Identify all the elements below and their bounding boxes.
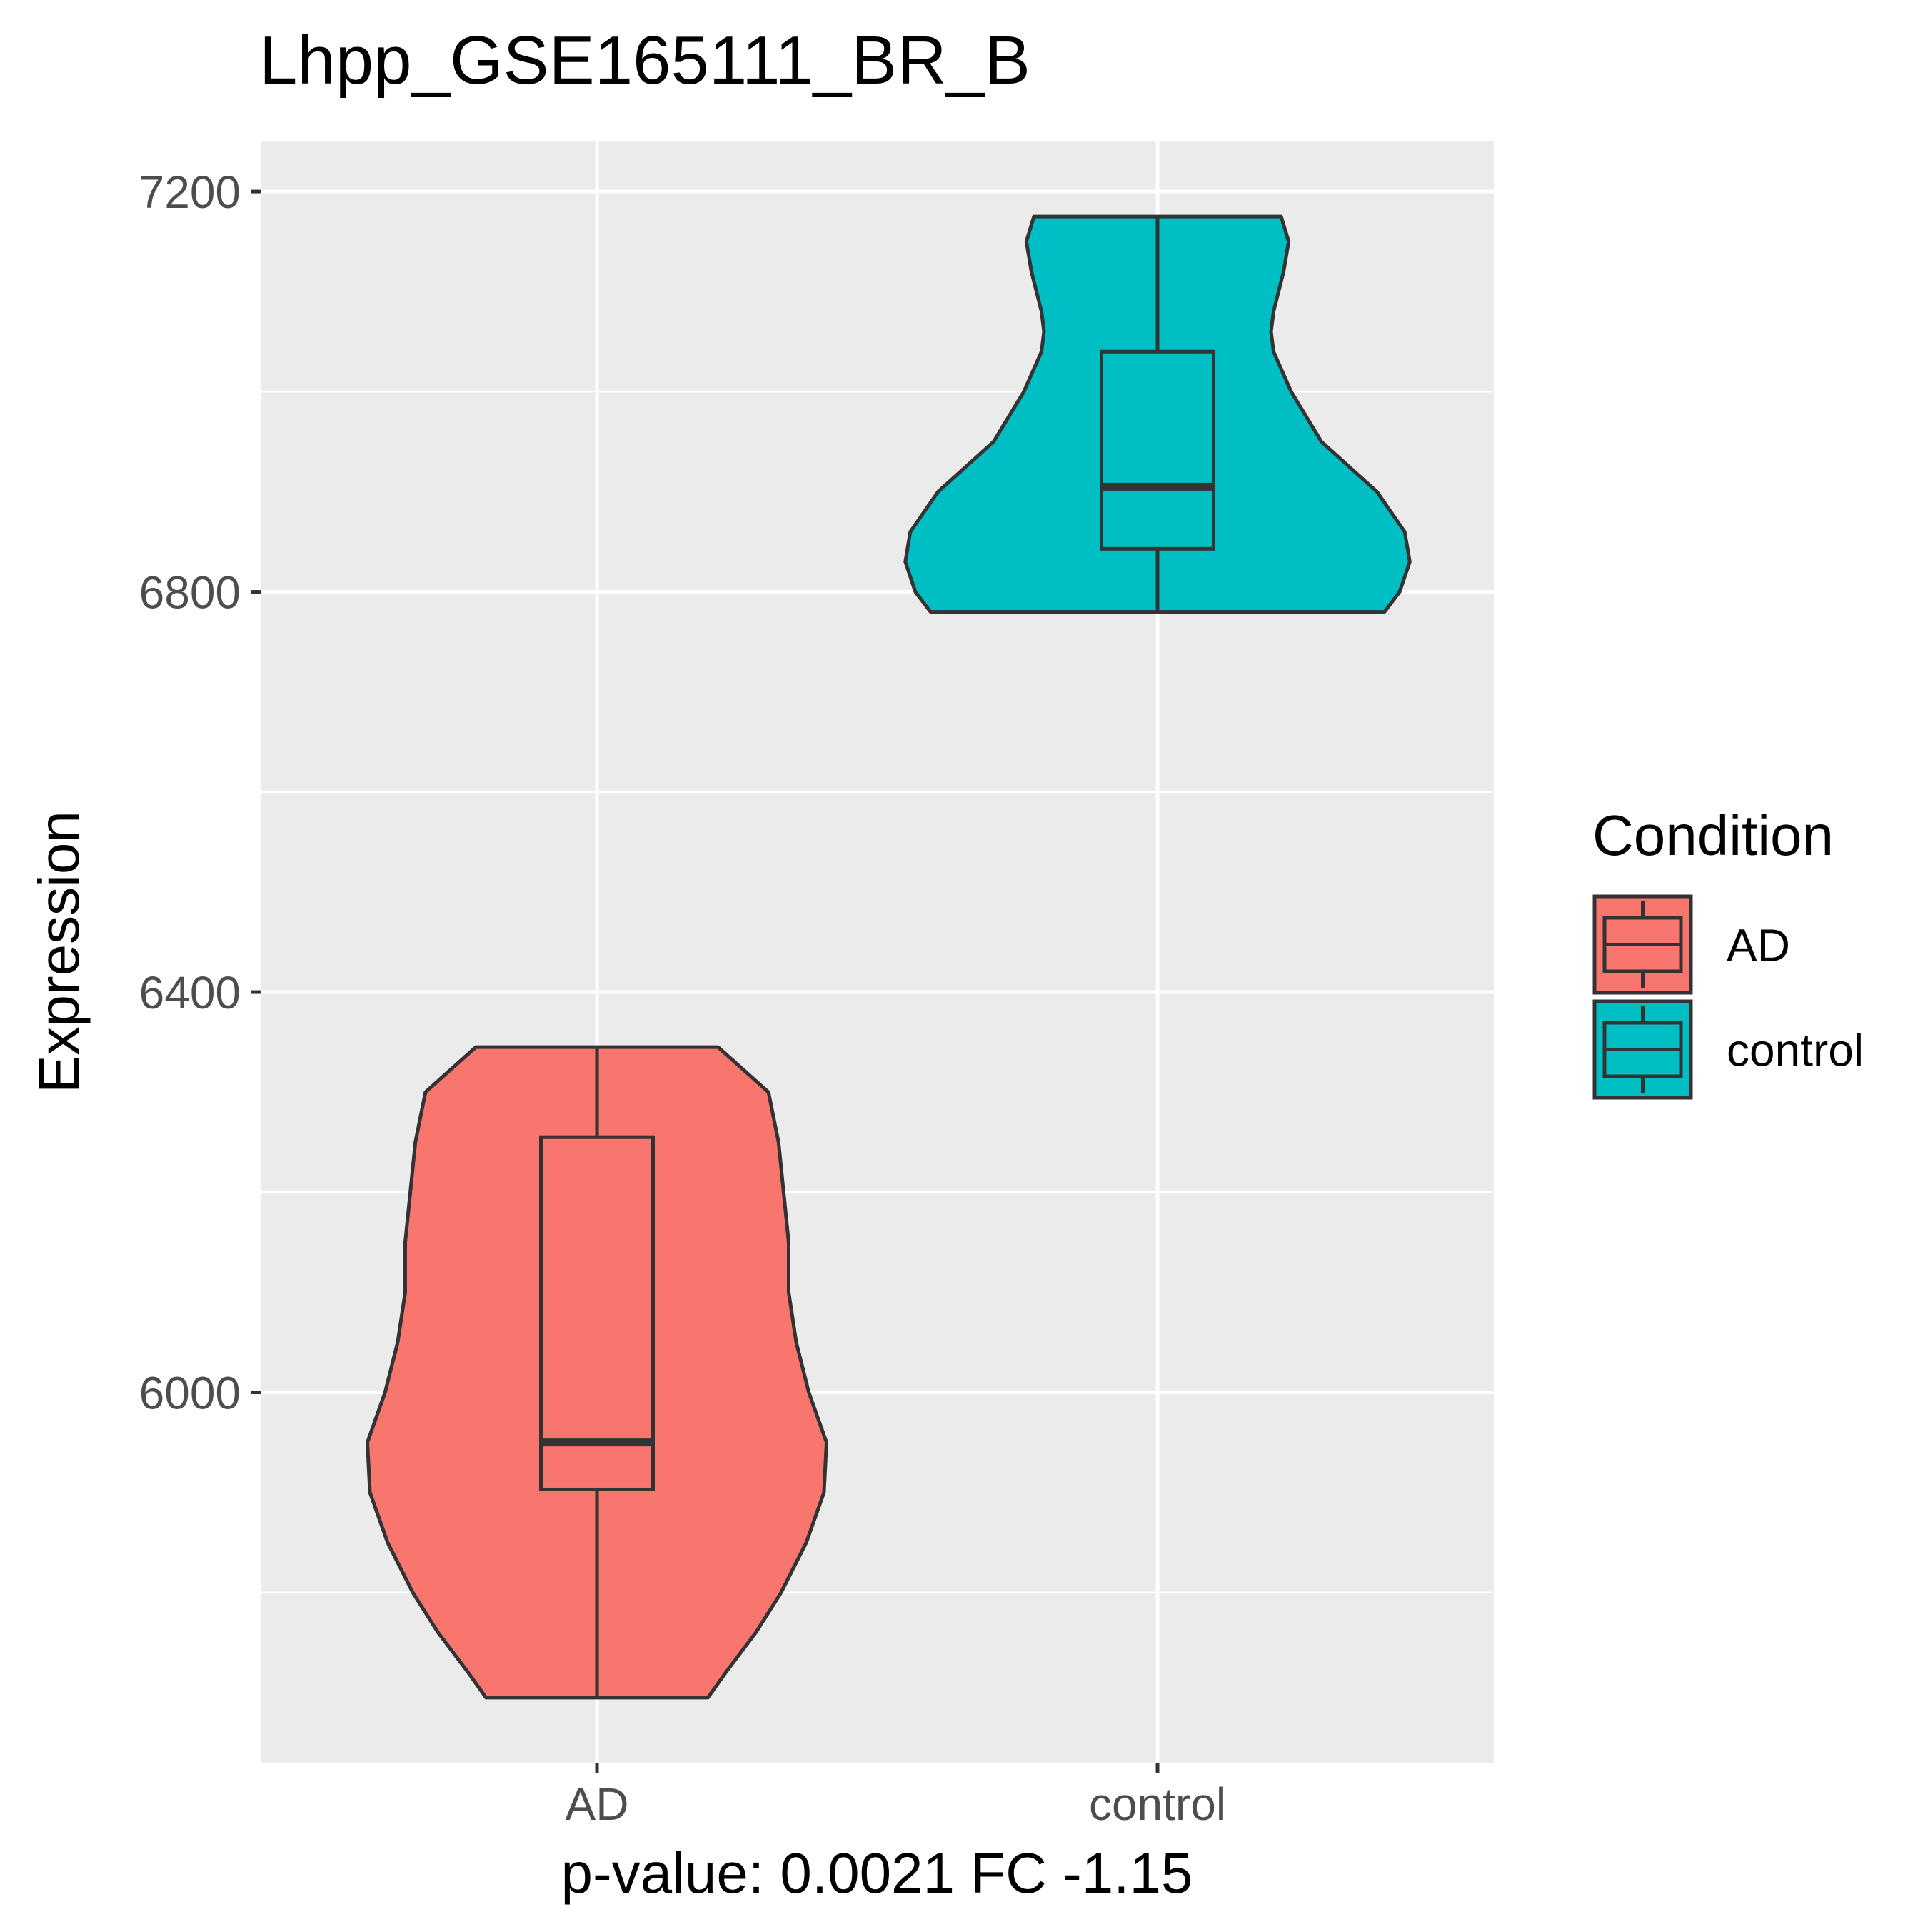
y-tick-label: 7200 [139, 166, 241, 218]
box-control [1100, 349, 1215, 551]
legend-title: Condition [1592, 804, 1834, 867]
x-axis: AD control [566, 1763, 1226, 1830]
legend: Condition AD control [1592, 804, 1864, 1100]
y-tick-label: 6000 [139, 1368, 241, 1419]
x-tick-label: control [1089, 1778, 1226, 1830]
y-axis-title: Expression [27, 811, 91, 1093]
legend-label-AD: AD [1727, 920, 1790, 971]
y-tick-label: 6400 [139, 967, 241, 1018]
legend-label-control: control [1727, 1025, 1864, 1076]
y-tick-label: 6800 [139, 567, 241, 619]
x-axis-title: p-value: 0.0021 FC -1.15 [561, 1841, 1193, 1905]
violins [366, 214, 1412, 1700]
y-axis: 6000 6400 6800 7200 [139, 166, 261, 1419]
chart-title: Lhpp_GSE165111_BR_B [259, 22, 1030, 99]
x-tick-label: AD [566, 1778, 629, 1830]
box-AD [539, 1135, 655, 1491]
